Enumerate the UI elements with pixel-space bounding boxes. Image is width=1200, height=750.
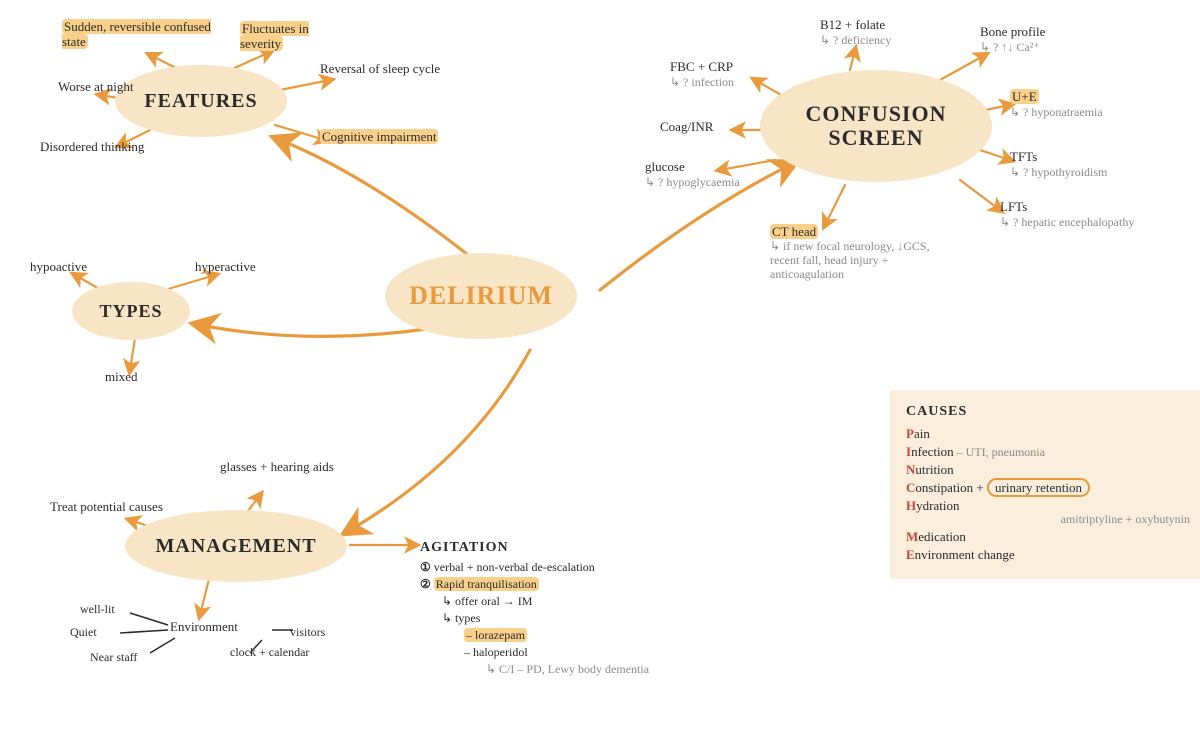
causes-row: Nutrition	[906, 462, 1196, 478]
leaf-text: hypoactive	[30, 260, 130, 275]
central-node: DELIRIUM	[385, 253, 577, 339]
leaf-text: FBC + CRP↳ ? infection	[670, 60, 734, 90]
env-sub: clock + calendar	[230, 645, 320, 660]
leaf-text: Treat potential causes	[50, 500, 200, 515]
leaf-text: TFTs↳ ? hypothyroidism	[1010, 150, 1107, 180]
leaf-text: hyperactive	[195, 260, 305, 275]
agitation-title: AGITATION	[420, 540, 509, 555]
arrow	[350, 350, 530, 530]
leaf-text: Cognitive impairment	[320, 130, 440, 145]
leaf-text: Environment	[170, 620, 280, 635]
arrow	[165, 275, 215, 290]
arrow	[280, 80, 330, 90]
env-sub: well-lit	[80, 602, 115, 617]
leaf-text: Sudden, reversible confused state	[62, 20, 232, 50]
types-node: TYPES	[72, 282, 190, 340]
types-label: TYPES	[99, 301, 162, 322]
arrow	[275, 125, 325, 140]
management-node: MANAGEMENT	[125, 510, 347, 582]
arrow	[985, 105, 1010, 110]
leaf-text: Fluctuates in severity	[240, 22, 350, 52]
leaf-text: glucose↳ ? hypoglycaemia	[645, 160, 740, 190]
confusion-label: CONFUSIONSCREEN	[805, 102, 946, 150]
causes-row: Pain	[906, 426, 1196, 442]
leaf-text: U+E↳ ? hyponatraemia	[1010, 90, 1103, 120]
central-label: DELIRIUM	[409, 281, 553, 311]
causes-row: Constipation + urinary retention	[906, 480, 1196, 496]
causes-row: Environment change	[906, 547, 1196, 563]
leaf-text: Reversal of sleep cycle	[320, 62, 450, 77]
leaf-text: mixed	[105, 370, 175, 385]
arrow	[940, 55, 985, 80]
leaf-text: CT head↳ if new focal neurology, ↓GCS, r…	[770, 225, 960, 281]
management-label: MANAGEMENT	[155, 535, 316, 558]
causes-box: CAUSES Pain Infection – UTI, pneumonia Nutr…	[890, 390, 1200, 579]
causes-row: Infection – UTI, pneumonia	[906, 444, 1196, 460]
causes-aside: amitriptyline + oxybutynin	[906, 512, 1190, 527]
arrow	[200, 575, 210, 615]
arrow	[825, 185, 845, 225]
arrow	[960, 180, 1000, 210]
features-label: FEATURES	[144, 90, 257, 113]
leaf-text: Worse at night	[58, 80, 158, 95]
leaf-text: B12 + folate↳ ? deficiency	[820, 18, 891, 48]
agitation-block: AGITATION① verbal + non-verbal de-escala…	[420, 540, 750, 679]
env-sub: Quiet	[70, 625, 97, 640]
features-node: FEATURES	[115, 65, 287, 137]
leaf-text: Disordered thinking	[40, 140, 200, 155]
confusion-screen-node: CONFUSIONSCREEN	[760, 70, 992, 182]
arrow	[130, 338, 135, 370]
arrow	[980, 150, 1010, 160]
env-sub: visitors	[290, 625, 325, 640]
env-sub: Near staff	[90, 650, 137, 665]
causes-title: CAUSES	[906, 404, 1196, 420]
leaf-text: glasses + hearing aids	[220, 460, 350, 475]
leaf-text: Bone profile↳ ? ↑↓ Ca²⁺	[980, 25, 1045, 55]
leaf-text: LFTs↳ ? hepatic encephalopathy	[1000, 200, 1134, 230]
leaf-text: Coag/INR	[660, 120, 713, 135]
causes-row: Medication	[906, 529, 1196, 545]
arrow	[850, 50, 855, 70]
